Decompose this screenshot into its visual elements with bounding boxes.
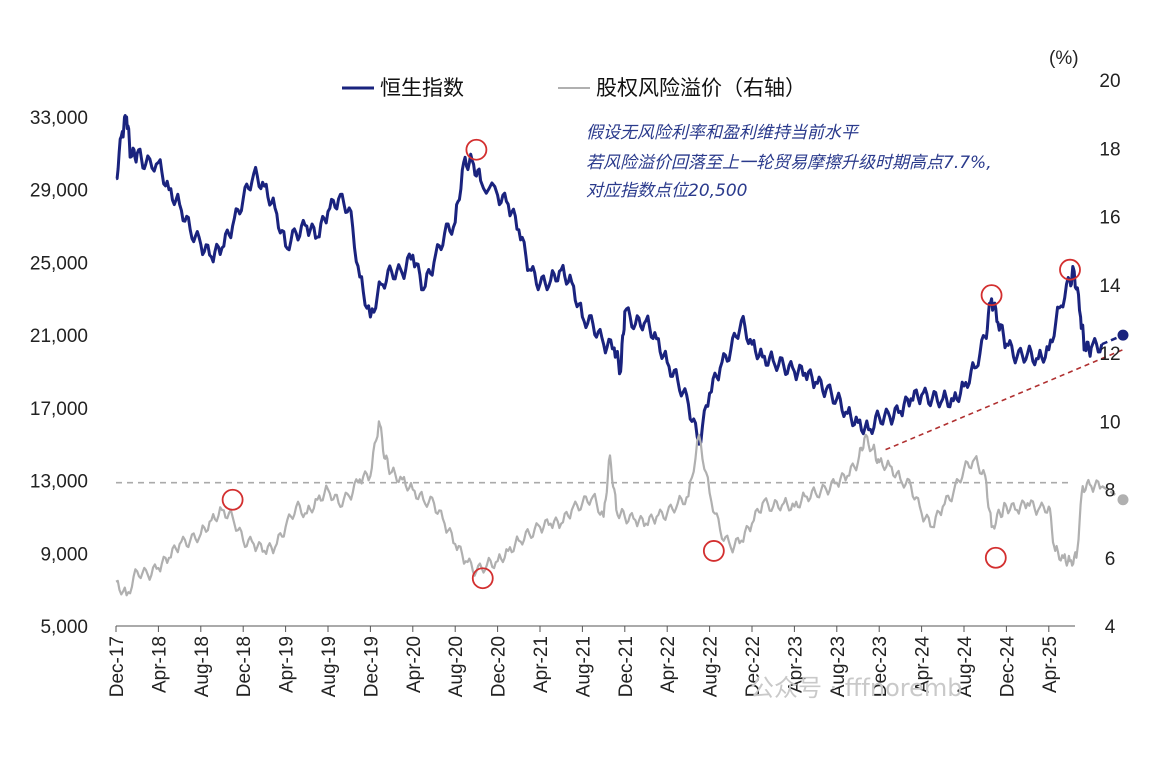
hsi-projection [1101, 333, 1124, 346]
x-tick-label: Aug-21 [573, 636, 594, 697]
left-tick-label: 25,000 [30, 253, 88, 274]
annotation-line-2: 若风险溢价回落至上一轮贸易摩擦升级时期高点7.7%, [586, 153, 992, 173]
left-tick-label: 29,000 [30, 181, 88, 202]
right-tick-label: 14 [1099, 276, 1121, 297]
x-tick-label: Aug-23 [828, 636, 849, 697]
highlight-circle [980, 284, 1003, 307]
left-tick-label: 21,000 [30, 326, 88, 347]
right-tick-label: 20 [1099, 71, 1120, 92]
x-tick-label: Aug-19 [319, 636, 340, 697]
highlight-circle [221, 488, 244, 511]
left-tick-label: 13,000 [30, 472, 88, 493]
right-tick-label: 4 [1105, 617, 1116, 638]
trend-line [885, 348, 1124, 451]
axis-layer: 5,000 9,000 13,000 17,000 21,000 25,000 29,000… [30, 71, 1121, 697]
highlight-circle [465, 138, 488, 161]
legend-label-erp: 股权风险溢价（右轴） [596, 76, 806, 100]
highlight-circle [984, 546, 1007, 569]
x-tick-label: Apr-22 [658, 636, 679, 693]
annotation-line-3: 对应指数点位20,500 [586, 181, 747, 201]
x-tick-label: Dec-18 [234, 636, 255, 697]
left-tick-label: 17,000 [30, 399, 88, 420]
x-tick-label: Dec-20 [489, 636, 510, 697]
hsi-end-marker [1117, 329, 1129, 341]
right-tick-label: 10 [1099, 412, 1120, 433]
highlight-circle [1059, 258, 1081, 281]
left-tick-label: 33,000 [30, 108, 88, 129]
annotation: 假设无风险利率和盈利维持当前水平 若风险溢价回落至上一轮贸易摩擦升级时期高点7.… [586, 123, 992, 201]
x-tick-label: Apr-19 [277, 636, 298, 693]
legend: 恒生指数 股权风险溢价（右轴） [342, 76, 806, 100]
right-tick-label: 6 [1105, 549, 1116, 570]
x-tick-label: Dec-21 [616, 636, 637, 697]
x-tick-label: Apr-25 [1040, 636, 1061, 693]
highlight-circle [471, 567, 494, 590]
left-tick-label: 5,000 [40, 617, 88, 638]
x-tick-label: Dec-17 [107, 636, 128, 697]
watermark: 公众号 · fffnoremb [750, 674, 962, 702]
x-tick-label: Aug-24 [955, 636, 976, 698]
x-tick-label: Apr-23 [785, 636, 806, 693]
x-tick-label: Apr-18 [149, 636, 170, 693]
legend-label-hsi: 恒生指数 [380, 76, 464, 100]
x-tick-label: Dec-23 [870, 636, 891, 697]
series-layer [115, 114, 1129, 597]
annotation-line-1: 假设无风险利率和盈利维持当前水平 [586, 123, 860, 143]
x-tick-label: Dec-24 [997, 636, 1018, 698]
erp-line [115, 420, 1103, 597]
left-tick-label: 9,000 [40, 544, 88, 565]
x-tick-label: Apr-24 [913, 636, 934, 693]
right-tick-label: 16 [1099, 208, 1120, 229]
right-tick-label: 8 [1105, 481, 1116, 502]
highlight-circle [702, 540, 725, 562]
hsi-line [115, 114, 1104, 446]
right-axis-unit: (%) [1049, 48, 1079, 69]
right-tick-label: 12 [1099, 344, 1120, 365]
erp-end-marker [1117, 494, 1129, 506]
x-tick-label: Aug-22 [701, 636, 722, 697]
x-tick-label: Dec-22 [743, 636, 764, 697]
x-tick-label: Dec-19 [361, 636, 382, 697]
x-tick-label: Apr-20 [404, 636, 425, 693]
right-tick-label: 18 [1099, 139, 1120, 160]
x-tick-label: Aug-20 [446, 636, 467, 697]
x-tick-label: Aug-18 [192, 636, 213, 697]
x-tick-label: Apr-21 [531, 636, 552, 693]
